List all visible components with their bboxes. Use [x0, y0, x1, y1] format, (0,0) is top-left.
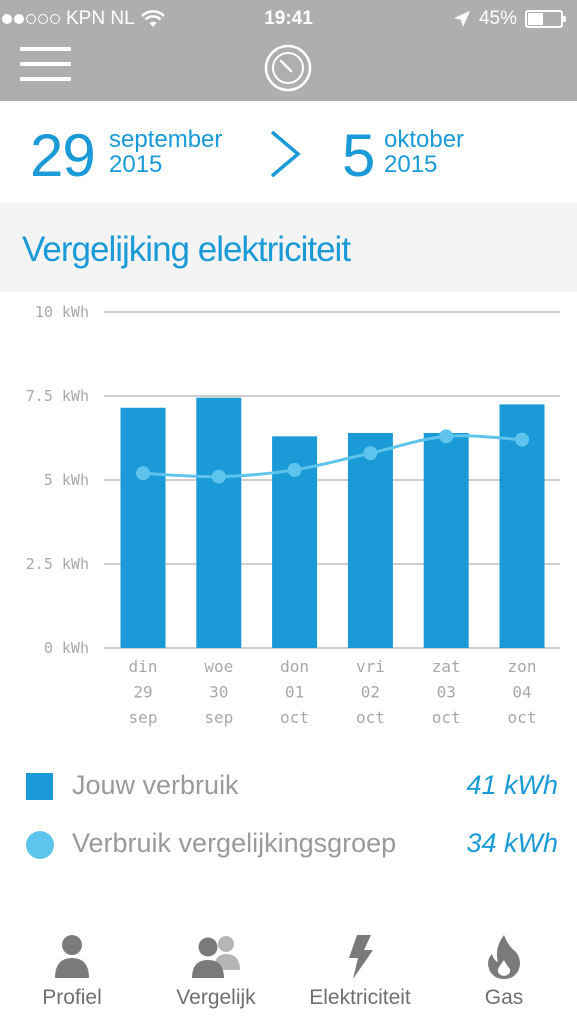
- flame-icon: [488, 935, 520, 979]
- battery-icon: [525, 10, 566, 28]
- signal-dot: [38, 14, 48, 24]
- signal-strength-icon: [2, 14, 60, 24]
- y-tick-label: 7.5 kWh: [26, 387, 89, 405]
- date-range[interactable]: 29 september 2015 5 oktober 2015: [0, 101, 577, 202]
- signal-dot: [50, 14, 60, 24]
- line-point: [363, 446, 378, 461]
- legend-value: 41 kWh: [466, 770, 558, 800]
- y-tick-label: 0 kWh: [44, 639, 89, 657]
- start-year: 2015: [109, 151, 163, 178]
- start-day: 29: [30, 122, 96, 189]
- x-tick-label: don: [280, 657, 309, 676]
- signal-dot: [26, 14, 36, 24]
- end-year: 2015: [384, 151, 438, 178]
- carrier-name: KPN NL: [66, 8, 135, 29]
- legend-value: 34 kWh: [466, 828, 558, 858]
- status-time: 19:41: [264, 8, 313, 29]
- battery-fill: [528, 13, 544, 25]
- bar: [120, 407, 166, 648]
- bar: [196, 397, 242, 648]
- hamburger-menu-icon[interactable]: [20, 47, 71, 83]
- status-bar: KPN NL 19:41 45%: [0, 0, 577, 38]
- bar: [423, 432, 469, 648]
- status-left: KPN NL: [2, 8, 165, 30]
- usage-chart: 0 kWh 2.5 kWh 5 kWh 7.5 kWh 10 kWh din 29 sep wo…: [26, 303, 560, 727]
- people-group-icon: [192, 936, 240, 978]
- top-bar: KPN NL 19:41 45%: [0, 0, 577, 101]
- status-right: 45%: [453, 8, 566, 30]
- x-tick-label: oct: [508, 708, 537, 727]
- x-tick-label: woe: [204, 657, 233, 676]
- end-month: oktober: [384, 126, 465, 153]
- battery-percent: 45%: [478, 8, 517, 29]
- x-tick-label: 30: [209, 683, 228, 702]
- tab-elektriciteit[interactable]: Elektriciteit: [288, 920, 432, 1024]
- tab-label: Gas: [484, 986, 524, 1009]
- line-point: [439, 429, 454, 444]
- x-tick-label: zon: [508, 657, 537, 676]
- wifi-icon: [140, 10, 165, 27]
- x-tick-label: sep: [204, 708, 233, 727]
- start-month: september: [109, 126, 223, 153]
- y-tick-label: 10 kWh: [35, 303, 89, 321]
- x-tick-label: 02: [361, 683, 380, 702]
- y-tick-label: 5 kWh: [44, 471, 89, 489]
- legend-label: Jouw verbruik: [72, 770, 239, 800]
- signal-dot: [2, 14, 12, 24]
- legend-item-own-usage: Jouw verbruik 41 kWh: [0, 766, 577, 806]
- tab-label: Profiel: [42, 986, 102, 1009]
- x-tick-label: 01: [285, 683, 304, 702]
- x-tick-label: din: [129, 657, 158, 676]
- x-tick-label: 29: [133, 683, 152, 702]
- meter-gauge-icon[interactable]: [264, 44, 312, 92]
- signal-dot: [14, 14, 24, 24]
- section-header: Vergelijking elektriciteit: [0, 202, 577, 292]
- tab-profiel[interactable]: Profiel: [0, 920, 144, 1024]
- tab-bar: Profiel Vergelijk Elektriciteit Gas: [0, 920, 577, 1024]
- tab-label: Vergelijk: [176, 986, 256, 1009]
- bar: [347, 432, 393, 648]
- tab-vergelijk[interactable]: Vergelijk: [144, 920, 288, 1024]
- x-tick-label: oct: [356, 708, 385, 727]
- x-tick-label: oct: [280, 708, 309, 727]
- x-tick-label: 03: [437, 683, 456, 702]
- line-point: [211, 469, 226, 484]
- legend-label: Verbruik vergelijkingsgroep: [72, 828, 397, 858]
- tab-gas[interactable]: Gas: [432, 920, 576, 1024]
- line-point: [287, 462, 302, 477]
- x-tick-label: zat: [432, 657, 461, 676]
- tab-label: Elektriciteit: [309, 986, 411, 1009]
- line-point: [515, 432, 529, 447]
- location-arrow-icon: [453, 11, 470, 27]
- line-point: [136, 466, 150, 481]
- x-tick-label: vri: [356, 657, 385, 676]
- end-day: 5: [342, 122, 375, 189]
- legend-swatch-bar: [26, 773, 53, 800]
- legend-item-comparison-group: Verbruik vergelijkingsgroep 34 kWh: [0, 824, 577, 864]
- lightning-bolt-icon: [349, 935, 373, 979]
- legend-swatch-line: [26, 831, 54, 859]
- y-tick-label: 2.5 kWh: [26, 555, 89, 573]
- chevron-right-icon: [270, 130, 301, 178]
- x-tick-label: sep: [129, 708, 158, 727]
- series-line: [142, 434, 523, 479]
- x-tick-label: 04: [512, 683, 531, 702]
- x-tick-label: oct: [432, 708, 461, 727]
- person-icon: [55, 935, 89, 978]
- section-title: Vergelijking elektriciteit: [22, 230, 351, 269]
